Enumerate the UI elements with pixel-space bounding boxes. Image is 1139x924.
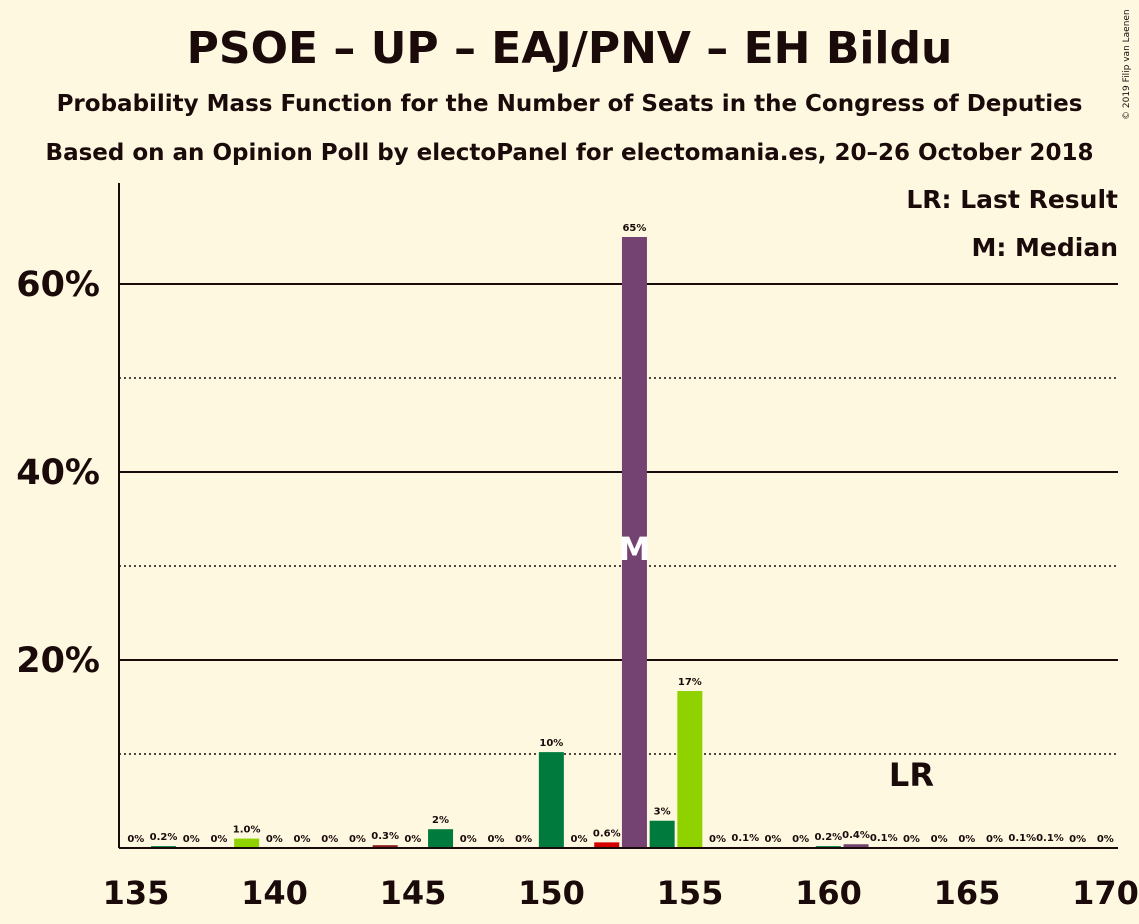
bar-value-label: 0.6% (593, 828, 621, 839)
bar-value-labels: 0% 0.2% 0% 0% 1.0% 0% 0% 0% 0% 0.3% 0% 2% 0% 0% 0% 10% 0… (127, 223, 1113, 845)
bar-value-label: 0% (764, 834, 781, 845)
x-tick-label: 155 (657, 874, 724, 912)
bar-value-label: 0.3% (371, 831, 399, 842)
bar-value-label: 0% (792, 834, 809, 845)
x-tick-label: 165 (934, 874, 1001, 912)
bar-value-label: 0.1% (1008, 833, 1036, 844)
bar-value-label: 0% (986, 834, 1003, 845)
bar (649, 820, 675, 848)
bar-value-label: 0% (349, 834, 366, 845)
bar-value-label: 0% (404, 834, 421, 845)
bar-value-label: 0% (709, 834, 726, 845)
bar-value-label: 0.2% (150, 832, 178, 843)
y-axis-ticks: 20% 40% 60% (16, 265, 100, 681)
bar (677, 691, 703, 848)
legend-last-result: LR: Last Result (906, 185, 1118, 214)
y-tick-label: 40% (16, 453, 100, 493)
x-tick-label: 140 (241, 874, 308, 912)
bar-value-label: 3% (654, 807, 671, 818)
bar-value-label: 0% (1097, 834, 1114, 845)
bar-value-label: 0% (903, 834, 920, 845)
bar-value-label: 0.1% (1036, 833, 1064, 844)
bar (594, 842, 620, 848)
legend-median: M: Median (971, 233, 1118, 262)
chart-title: PSOE – UP – EAJ/PNV – EH Bildu (186, 23, 953, 74)
bar-value-label: 0% (266, 834, 283, 845)
bar-value-label: 0.1% (731, 833, 759, 844)
bar-value-label: 0% (515, 834, 532, 845)
bar (372, 845, 398, 848)
x-tick-label: 150 (518, 874, 585, 912)
bar-value-label: 0% (460, 834, 477, 845)
bar-value-label: 0.1% (870, 833, 898, 844)
x-axis-ticks: 135 140 145 150 155 160 165 170 (103, 874, 1139, 912)
axes (118, 183, 1118, 849)
bar-value-label: 0% (1069, 834, 1086, 845)
y-tick-label: 20% (16, 641, 100, 681)
bar-value-label: 0% (294, 834, 311, 845)
bar (843, 844, 869, 848)
x-tick-label: 170 (1072, 874, 1139, 912)
x-tick-label: 145 (380, 874, 447, 912)
bar-value-label: 65% (622, 223, 646, 234)
markers: M LR (619, 530, 934, 794)
last-result-marker: LR (889, 756, 934, 794)
y-tick-label: 60% (16, 265, 100, 305)
bar-value-label: 10% (539, 738, 563, 749)
bar-value-label: 0% (210, 834, 227, 845)
bar-value-label: 1.0% (233, 825, 261, 836)
chart-subtitle: Probability Mass Function for the Number… (56, 91, 1083, 117)
bar-value-label: 0% (487, 834, 504, 845)
bar-value-label: 0% (958, 834, 975, 845)
bar (428, 829, 454, 848)
bar-value-label: 0.4% (842, 830, 870, 841)
bar-series (151, 237, 1063, 848)
x-tick-label: 135 (103, 874, 170, 912)
bar (538, 752, 564, 848)
bar-value-label: 0% (931, 834, 948, 845)
bar-value-label: 0% (571, 834, 588, 845)
gridlines (119, 283, 1118, 755)
median-marker: M (619, 530, 651, 568)
bar (621, 237, 647, 848)
x-tick-label: 160 (795, 874, 862, 912)
bar-value-label: 2% (432, 815, 449, 826)
bar-value-label: 0% (127, 834, 144, 845)
bar-value-label: 0.2% (814, 832, 842, 843)
bar-value-label: 0% (321, 834, 338, 845)
bar-value-label: 0% (183, 834, 200, 845)
bar (234, 838, 260, 848)
bar-value-label: 17% (678, 677, 702, 688)
chart-source: Based on an Opinion Poll by electoPanel … (45, 140, 1094, 166)
